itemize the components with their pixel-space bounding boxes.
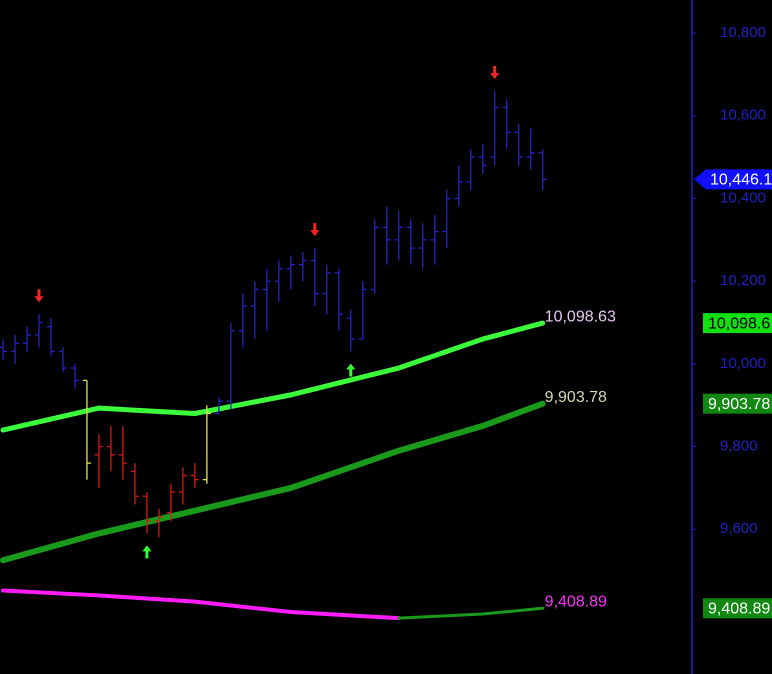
y-tick-label: 10,600	[720, 107, 766, 124]
buy-arrow	[142, 545, 152, 559]
y-tick-label: 9,600	[720, 520, 758, 537]
badge-label: 10,098.6	[708, 315, 770, 332]
moving-average	[0, 320, 546, 433]
badge-label: 9,408.89	[708, 601, 770, 618]
badge-label: 10,446.1	[710, 172, 772, 189]
y-tick-label: 10,800	[720, 24, 766, 41]
line-end-label: 10,098.63	[545, 308, 616, 325]
price-badge	[703, 313, 772, 334]
y-tick-label: 9,800	[720, 438, 758, 455]
y-tick-label: 10,000	[720, 355, 766, 372]
price-badge	[703, 598, 772, 619]
badge-label: 9,903.78	[708, 396, 770, 413]
line-end-label: 9,408.89	[545, 594, 607, 611]
line-end-label: 9,903.78	[545, 389, 607, 406]
moving-average	[397, 606, 545, 620]
sell-arrow	[490, 65, 500, 79]
moving-average	[0, 400, 546, 564]
moving-average	[0, 588, 401, 621]
buy-arrow	[346, 363, 356, 377]
sell-arrow	[34, 289, 44, 303]
sell-arrow	[310, 223, 320, 237]
last-price-badge	[694, 169, 772, 190]
y-tick-label: 10,400	[720, 189, 766, 206]
y-tick-label: 10,200	[720, 272, 766, 289]
price-badge	[703, 393, 772, 414]
